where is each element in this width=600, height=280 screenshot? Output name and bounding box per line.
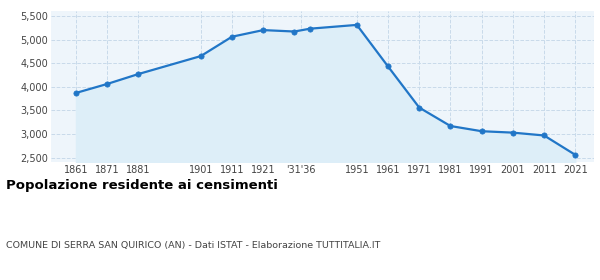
- Text: Popolazione residente ai censimenti: Popolazione residente ai censimenti: [6, 179, 278, 192]
- Text: COMUNE DI SERRA SAN QUIRICO (AN) - Dati ISTAT - Elaborazione TUTTITALIA.IT: COMUNE DI SERRA SAN QUIRICO (AN) - Dati …: [6, 241, 380, 250]
